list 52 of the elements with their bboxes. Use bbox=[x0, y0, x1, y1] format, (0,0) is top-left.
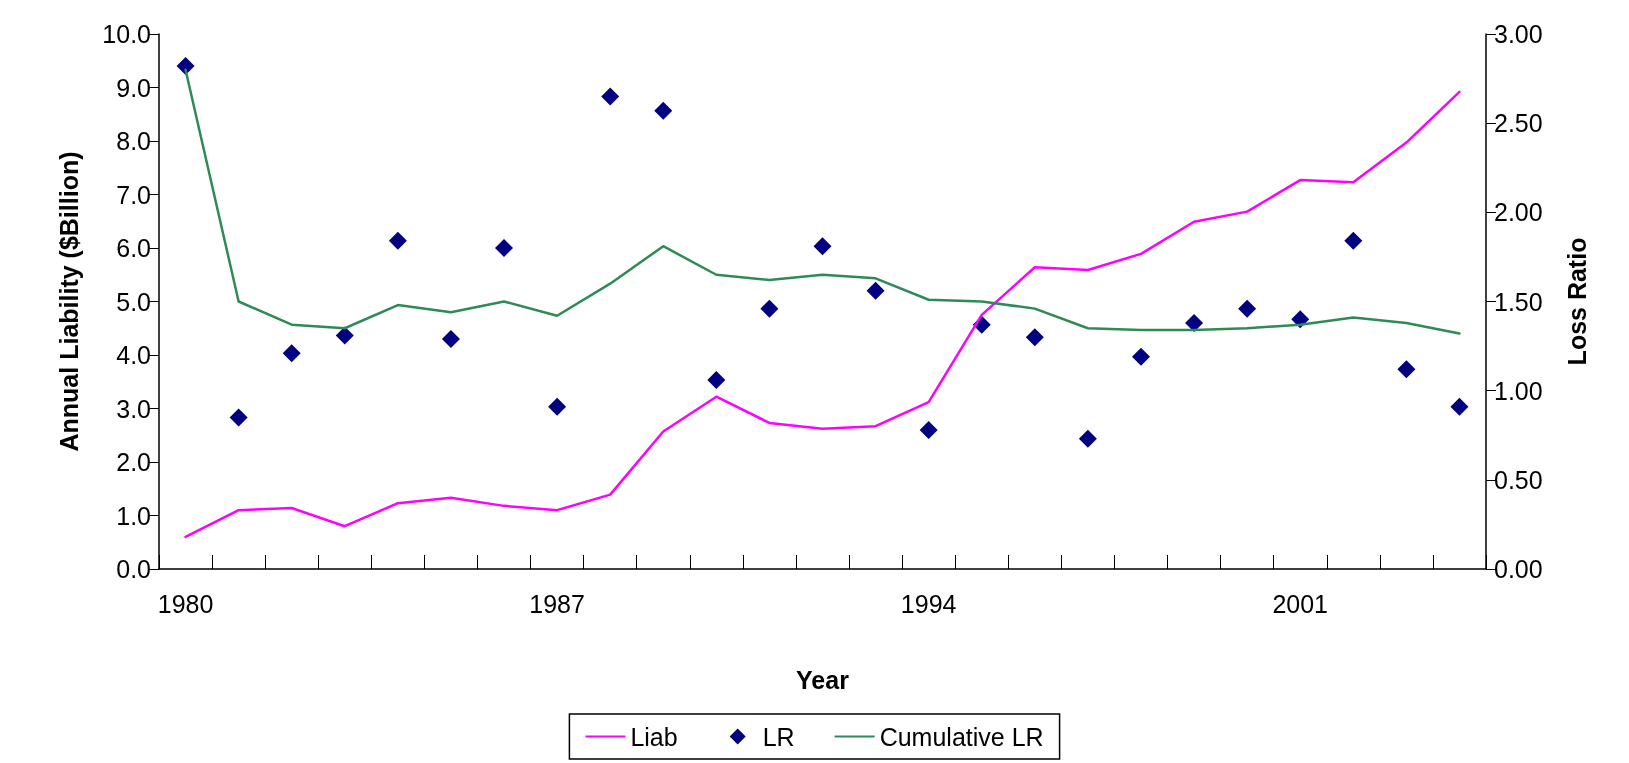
point bbox=[1131, 347, 1150, 366]
point bbox=[548, 397, 567, 416]
point bbox=[760, 299, 779, 318]
y2-tick-label: 3.00 bbox=[1494, 20, 1543, 48]
y-tick-label: 10.0 bbox=[102, 20, 151, 48]
point bbox=[919, 420, 938, 439]
y-tick-label: 8.0 bbox=[116, 127, 151, 155]
x-tick-label: 1987 bbox=[529, 589, 585, 618]
y-tick-label: 7.0 bbox=[116, 180, 151, 209]
x-tick-label: 2001 bbox=[1272, 589, 1329, 618]
y2-tick-label: 2.50 bbox=[1494, 109, 1543, 138]
y2-axis-title: Loss Ratio bbox=[1562, 237, 1591, 366]
y-tick-label: 9.0 bbox=[116, 73, 151, 102]
point bbox=[654, 101, 673, 120]
point bbox=[229, 408, 248, 427]
point bbox=[282, 344, 301, 363]
point bbox=[1450, 397, 1469, 416]
point bbox=[388, 231, 407, 250]
legend-label: Cumulative LR bbox=[879, 722, 1044, 751]
point bbox=[813, 237, 832, 256]
y-tick-label: 6.0 bbox=[116, 234, 151, 262]
y-tick-label: 3.0 bbox=[116, 394, 151, 423]
point bbox=[1397, 360, 1416, 379]
point bbox=[707, 370, 726, 389]
y-tick-label: 4.0 bbox=[116, 341, 151, 369]
y2-tick-label: 0.50 bbox=[1494, 465, 1543, 494]
y2-tick-label: 1.00 bbox=[1494, 376, 1543, 405]
y2-tick-label: 1.50 bbox=[1494, 287, 1543, 316]
point bbox=[1078, 429, 1097, 448]
y-axis-title: Annual Liability ($Billion) bbox=[54, 151, 83, 452]
legend-label: Liab bbox=[630, 722, 678, 751]
x-tick-label: 1994 bbox=[900, 589, 957, 618]
y2-tick-label: 2.00 bbox=[1494, 198, 1543, 227]
point bbox=[335, 326, 354, 345]
y-tick-label: 2.0 bbox=[116, 448, 151, 476]
point bbox=[1238, 299, 1257, 318]
x-tick-label: 1980 bbox=[157, 589, 214, 618]
y-tick-label: 5.0 bbox=[116, 287, 151, 316]
point bbox=[441, 329, 460, 348]
y-tick-label: 1.0 bbox=[116, 501, 151, 530]
point bbox=[495, 239, 514, 257]
point bbox=[601, 87, 620, 106]
point bbox=[1344, 231, 1363, 250]
point bbox=[1185, 313, 1204, 332]
line-series bbox=[184, 90, 1461, 539]
y-tick-label: 0.0 bbox=[116, 555, 151, 583]
point bbox=[866, 281, 885, 300]
y2-tick-label: 0.00 bbox=[1494, 555, 1543, 583]
point bbox=[1025, 328, 1044, 347]
x-axis-title: Year bbox=[796, 665, 850, 694]
legend-label: LR bbox=[762, 722, 795, 751]
point bbox=[176, 57, 195, 76]
